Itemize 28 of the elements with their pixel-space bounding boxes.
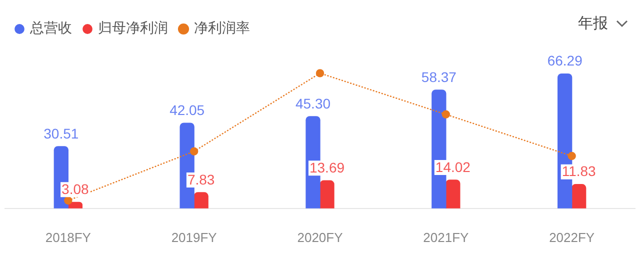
- data-label: 13.69: [309, 159, 345, 176]
- x-tick-label: 2022FY: [549, 230, 595, 245]
- bar: [572, 184, 586, 208]
- point: [568, 152, 576, 160]
- point: [442, 110, 450, 119]
- text: 年报: [578, 14, 608, 33]
- data-label: 14.02: [435, 158, 471, 175]
- point: [316, 69, 324, 78]
- data-label: 45.30: [295, 95, 331, 112]
- bar: [320, 180, 334, 208]
- data-label: 11.83: [562, 163, 596, 180]
- x-tick-label: 2021FY: [423, 230, 470, 245]
- x-tick-label: 2020FY: [297, 230, 344, 245]
- data-label: 3.08: [62, 181, 89, 198]
- data-label: 7.83: [187, 171, 215, 188]
- data-label: 30.51: [44, 125, 79, 142]
- x-tick-label: 2019FY: [171, 230, 218, 245]
- bar: [446, 180, 460, 208]
- x-tick-label: 2018FY: [45, 230, 92, 245]
- bar: [194, 192, 208, 208]
- point: [64, 196, 72, 205]
- data-label: 42.05: [170, 102, 205, 118]
- legend-label: 总营收: [29, 20, 72, 37]
- legend-label: 净利润率: [194, 20, 250, 37]
- legend-label: 归母净利润: [98, 20, 168, 37]
- data-label: 58.37: [421, 68, 457, 85]
- point: [190, 147, 198, 156]
- data-label: 66.29: [547, 52, 583, 69]
